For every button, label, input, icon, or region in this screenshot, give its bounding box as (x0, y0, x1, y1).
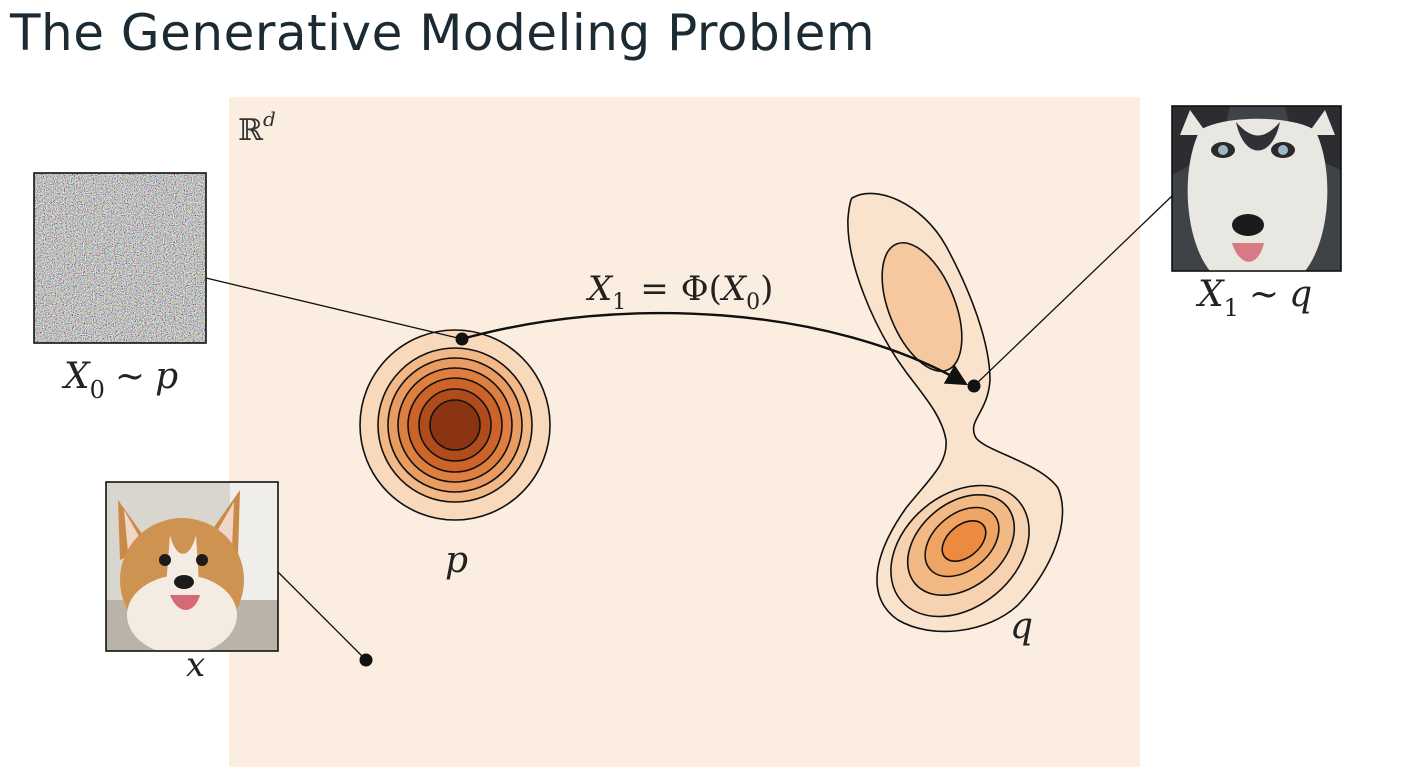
corgi-photo-frame (105, 481, 279, 652)
husky-photo-frame (1171, 105, 1342, 272)
source-distribution-contours (359, 329, 551, 521)
noise-connector-line (205, 277, 463, 340)
noise-image (33, 172, 207, 344)
page-title: The Generative Modeling Problem (10, 4, 876, 62)
source-distribution-label: p (445, 540, 468, 581)
target-distribution-label: q (1010, 606, 1033, 647)
transport-arrow (461, 311, 968, 386)
corgi-connector-line (277, 571, 367, 661)
data-point-x (359, 653, 373, 667)
husky-photo (1172, 106, 1341, 271)
target-distribution-contours (847, 192, 1064, 633)
husky-connector-line (973, 195, 1173, 387)
corgi-photo (106, 482, 278, 651)
source-sample-point (455, 332, 469, 346)
data-sample-label: x (186, 645, 205, 685)
target-sample-label: X1 ~ q (1195, 274, 1312, 322)
target-sample-point (967, 379, 981, 393)
noise-distribution-label: X0 ~ p (61, 356, 178, 404)
map-equation-label: X1 = Φ(X0) (585, 269, 773, 315)
space-label: ℝd (238, 107, 276, 148)
